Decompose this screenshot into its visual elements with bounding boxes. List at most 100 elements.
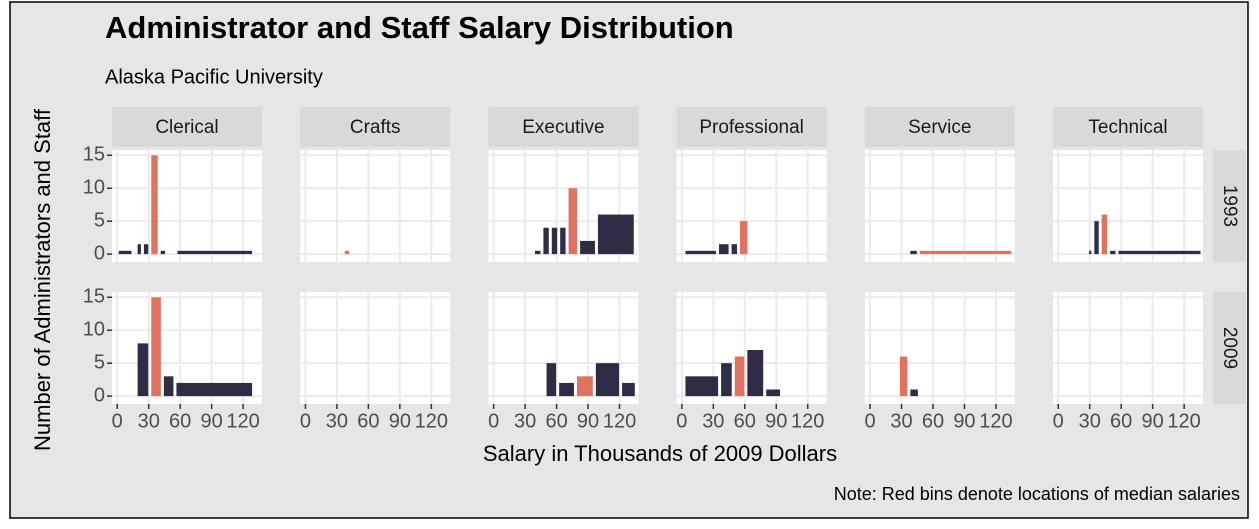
bar [163,376,174,397]
panel [1053,292,1203,404]
bar [739,221,748,255]
note: Note: Red bins denote locations of media… [834,484,1240,504]
x-tick-label: 0 [1053,410,1064,432]
x-tick-label: 120 [979,410,1012,432]
y-tick-label: 15 [83,144,105,166]
y-tick-label: 10 [83,318,105,340]
x-tick-label: 60 [922,410,944,432]
strip-label: 1993 [1219,185,1240,227]
strip-label: 2009 [1219,327,1240,369]
bar [910,250,917,255]
bar [568,188,578,255]
bar [766,389,780,397]
strip [1213,292,1246,404]
bar [747,349,764,397]
x-tick-label: 30 [1079,410,1101,432]
bar [1110,250,1116,255]
panel [676,150,827,262]
x-tick-label: 60 [1110,410,1132,432]
y-tick-label: 15 [83,286,105,308]
bar [734,356,745,397]
bar [176,382,253,397]
bar [551,227,558,255]
panel [864,150,1015,262]
y-tick-label: 5 [94,209,105,231]
x-tick-label: 90 [201,410,223,432]
panel [112,150,262,262]
y-axis-label: Number of Administrators and Staff [30,108,55,451]
bar [622,382,635,397]
bar [597,214,634,255]
bar [160,250,166,255]
bar [1101,214,1108,255]
bar [685,376,719,397]
strip [1213,150,1246,262]
bar [560,227,566,255]
panel [300,292,451,404]
x-tick-label: 30 [138,410,160,432]
x-tick-label: 0 [112,410,123,432]
x-tick-label: 30 [702,410,724,432]
x-tick-label: 60 [545,410,567,432]
strip-label: Executive [522,117,604,138]
bar [899,356,908,397]
bar [177,250,253,255]
x-tick-label: 0 [864,410,875,432]
x-tick-label: 0 [300,410,311,432]
strip [1053,107,1203,147]
bar [719,244,729,255]
strip [864,107,1015,147]
panel [300,150,451,262]
x-tick-label: 60 [734,410,756,432]
x-tick-label: 90 [577,410,599,432]
y-tick-label: 5 [94,351,105,373]
y-tick-label: 0 [94,384,105,406]
x-tick-label: 30 [890,410,912,432]
x-tick-label: 60 [169,410,191,432]
x-tick-label: 120 [226,410,259,432]
strip [300,107,451,147]
bar [919,250,1012,255]
strip [676,107,827,147]
panel [864,292,1015,404]
bar [151,155,158,255]
x-axis-label: Salary in Thousands of 2009 Dollars [483,441,837,466]
x-tick-label: 120 [603,410,636,432]
strip-label: Clerical [155,117,218,138]
bar [910,389,918,397]
bar [595,363,620,397]
bar [576,376,593,397]
bar [721,363,732,397]
bar [731,244,737,255]
strip-label: Technical [1088,117,1167,138]
bar [546,363,557,397]
bar [1118,250,1201,255]
bar [344,250,350,255]
bar [143,244,149,255]
y-tick-label: 0 [94,242,105,264]
x-tick-label: 120 [791,410,824,432]
bar [559,382,574,397]
bar [1094,221,1099,255]
bar [543,227,549,255]
y-tick-label: 10 [83,176,105,198]
bar [137,343,149,397]
panel [1053,150,1203,262]
strip [112,107,262,147]
x-tick-label: 90 [953,410,975,432]
strip-label: Service [908,117,971,138]
bar [151,297,161,397]
bar [685,250,717,255]
x-tick-label: 0 [488,410,499,432]
x-tick-label: 0 [676,410,687,432]
strip [488,107,639,147]
x-tick-label: 120 [1167,410,1200,432]
bar [118,250,132,255]
bar [580,240,595,255]
x-tick-label: 30 [326,410,348,432]
x-tick-label: 90 [1142,410,1164,432]
bar [535,250,541,255]
x-tick-label: 30 [514,410,536,432]
